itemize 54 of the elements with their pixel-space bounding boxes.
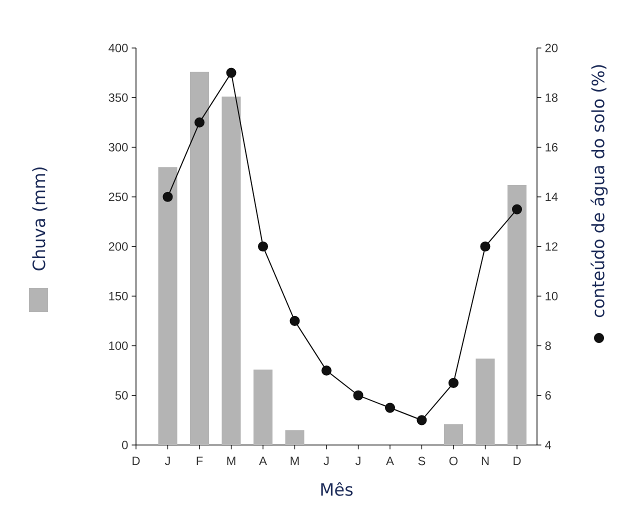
y2-tick-label: 20 xyxy=(545,44,558,52)
bar xyxy=(508,184,527,445)
point xyxy=(384,402,396,413)
y-tick-label: 100 xyxy=(109,342,128,350)
point xyxy=(194,117,205,128)
y2-tick-label: 8 xyxy=(545,342,551,350)
x-tick-label: S xyxy=(418,456,426,466)
bar xyxy=(222,96,241,445)
y-axis-title: Chuva (mm) xyxy=(32,168,48,270)
y-tick-label: 350 xyxy=(108,93,128,102)
x-tick-label: A xyxy=(259,456,267,465)
point xyxy=(226,68,236,78)
point xyxy=(448,378,459,388)
x-tick-label: D xyxy=(514,456,521,465)
y-tick-label: 300 xyxy=(108,143,128,152)
y-tick-label: 150 xyxy=(109,292,128,300)
x-tick-label: D xyxy=(132,456,140,465)
bar xyxy=(254,370,272,445)
point xyxy=(512,204,522,214)
bar xyxy=(158,167,178,445)
x-tick-label: F xyxy=(196,456,203,465)
x-tick-label: A xyxy=(386,456,394,465)
bar xyxy=(190,72,209,445)
x-tick-label: J xyxy=(324,456,329,466)
point xyxy=(353,390,364,400)
bar xyxy=(476,358,495,445)
y2-tick-label: 16 xyxy=(546,143,558,152)
y2-axis-title: conteúdo de água do solo (%) xyxy=(590,65,608,318)
y-tick-label: 0 xyxy=(122,440,128,450)
x-tick-label: N xyxy=(482,456,489,465)
point xyxy=(290,316,300,326)
y2-tick-label: 10 xyxy=(546,292,558,300)
point xyxy=(480,241,490,252)
point xyxy=(321,366,332,376)
x-tick-label: O xyxy=(449,456,458,466)
y-tick-label: 250 xyxy=(108,192,128,202)
x-tick-label: J xyxy=(355,456,360,466)
x-tick-label: M xyxy=(227,456,236,465)
y2-tick-label: 14 xyxy=(546,192,558,201)
point xyxy=(416,415,427,426)
point xyxy=(162,192,173,202)
point xyxy=(258,241,268,252)
y2-tick-label: 12 xyxy=(546,242,558,251)
y-tick-label: 400 xyxy=(108,44,128,52)
y2-tick-label: 18 xyxy=(546,93,558,102)
x-tick-label: M xyxy=(290,456,299,465)
bar xyxy=(285,430,304,445)
y2-tick-label: 6 xyxy=(545,391,551,400)
x-axis-title: Mês xyxy=(321,482,353,496)
bar xyxy=(444,424,464,445)
y-tick-label: 50 xyxy=(115,391,128,400)
y2-tick-label: 4 xyxy=(545,440,552,450)
x-tick-label: J xyxy=(164,456,170,466)
y-tick-label: 200 xyxy=(108,242,128,251)
